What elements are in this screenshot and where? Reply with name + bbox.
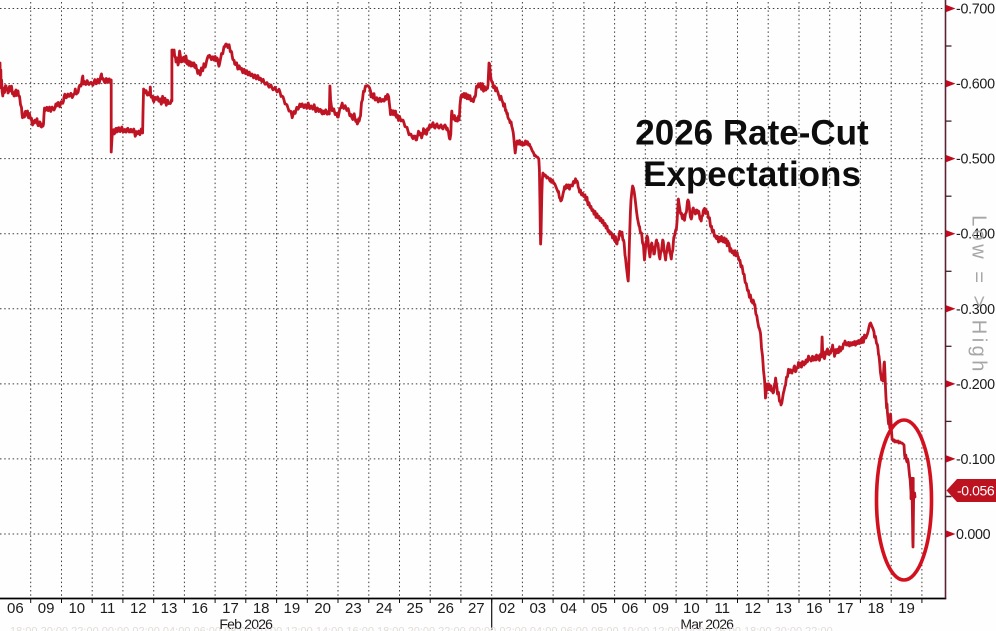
svg-text:16: 16	[191, 600, 208, 617]
svg-text:10: 10	[68, 600, 85, 617]
svg-text:12: 12	[745, 600, 762, 617]
svg-text:-0.200: -0.200	[956, 377, 995, 393]
svg-text:Feb 2026: Feb 2026	[219, 616, 273, 631]
svg-text:Mar 2026: Mar 2026	[680, 616, 734, 631]
svg-text:04: 04	[560, 600, 577, 617]
svg-text:09: 09	[38, 600, 55, 617]
svg-text:17: 17	[222, 600, 239, 617]
svg-text:10: 10	[683, 600, 700, 617]
svg-text:-0.056: -0.056	[957, 483, 995, 499]
svg-text:2026 Rate-Cut: 2026 Rate-Cut	[635, 114, 869, 153]
svg-text:-0.600: -0.600	[956, 77, 995, 93]
svg-text:17: 17	[837, 600, 854, 617]
svg-text:-0.400: -0.400	[956, 227, 995, 243]
svg-text:0.000: 0.000	[956, 527, 991, 543]
svg-text:-0.300: -0.300	[956, 302, 995, 318]
svg-text:19: 19	[284, 600, 301, 617]
svg-text:Low = > High: Low = > High	[968, 215, 990, 375]
svg-text:-0.500: -0.500	[956, 152, 995, 168]
svg-text:09: 09	[652, 600, 669, 617]
svg-text:-0.700: -0.700	[956, 2, 995, 18]
svg-text:16: 16	[806, 600, 823, 617]
svg-text:11: 11	[100, 600, 116, 617]
svg-text:-0.100: -0.100	[956, 452, 995, 468]
svg-text:19: 19	[898, 600, 915, 617]
svg-text:05: 05	[591, 600, 608, 617]
svg-text:24: 24	[376, 600, 393, 617]
svg-text:20: 20	[314, 600, 331, 617]
svg-text:03: 03	[529, 600, 546, 617]
svg-text:25: 25	[407, 600, 424, 617]
svg-text:11: 11	[714, 600, 730, 617]
svg-text:18: 18	[253, 600, 270, 617]
svg-text:13: 13	[775, 600, 792, 617]
svg-text:06: 06	[622, 600, 639, 617]
svg-text:27: 27	[468, 600, 485, 617]
svg-text:Expectations: Expectations	[643, 155, 861, 194]
svg-text:06: 06	[7, 600, 24, 617]
svg-text:26: 26	[437, 600, 454, 617]
svg-text:18: 18	[867, 600, 884, 617]
svg-text:23: 23	[345, 600, 362, 617]
svg-text:12: 12	[130, 600, 147, 617]
svg-text:02: 02	[499, 600, 516, 617]
svg-text:18:00 20:00 22:00 00:00 02:00: 18:00 20:00 22:00 00:00 02:00 04:00 06:0…	[10, 626, 833, 631]
svg-text:13: 13	[161, 600, 178, 617]
